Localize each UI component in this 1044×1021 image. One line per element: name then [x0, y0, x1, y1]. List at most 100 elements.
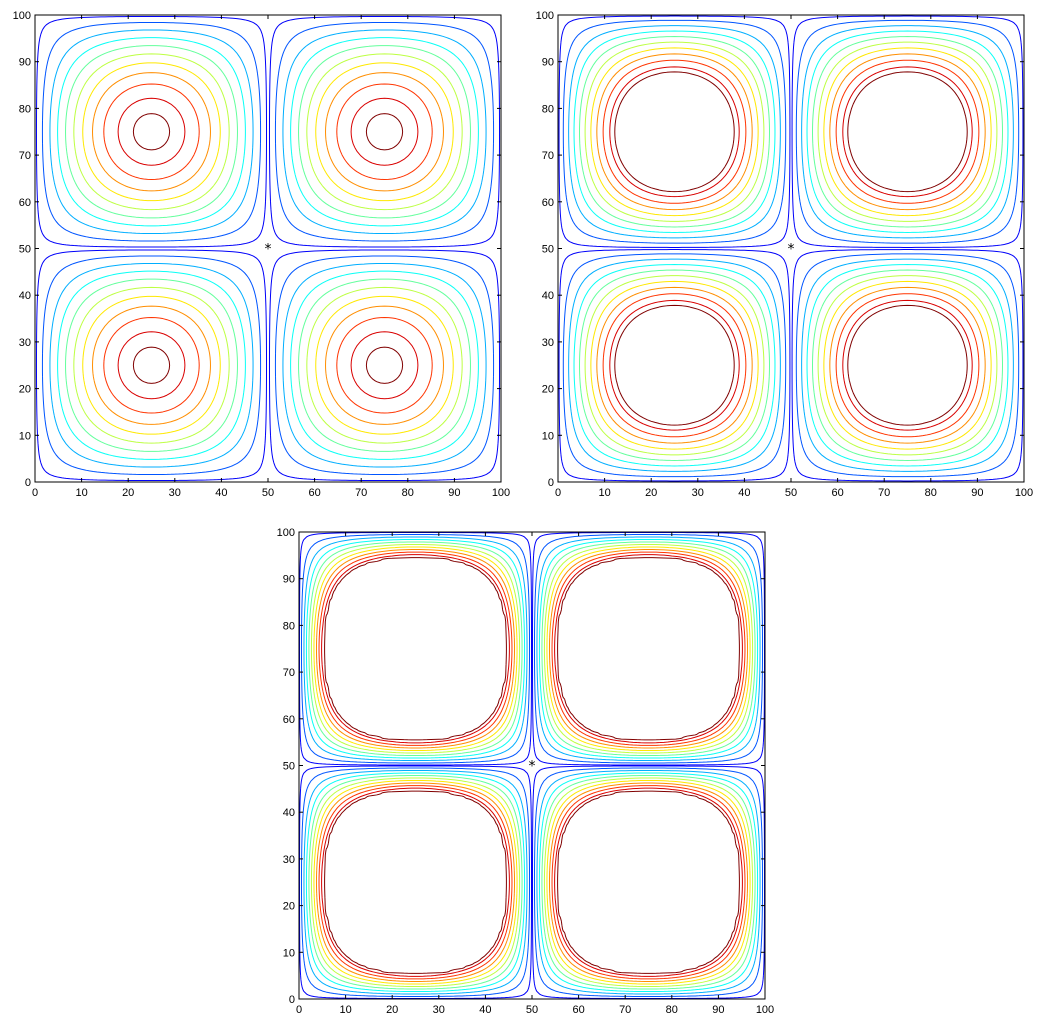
y-tick-label: 20 [542, 384, 554, 396]
center-marker: * [788, 242, 795, 258]
contour-level-9 [609, 66, 973, 431]
center-marker: * [265, 242, 272, 258]
x-tick-label: 30 [169, 487, 181, 499]
contour-level-3 [305, 538, 759, 993]
contour-lines [298, 532, 766, 999]
y-tick-label: 90 [19, 57, 31, 69]
plot-frame [34, 14, 502, 483]
x-tick-label: 20 [386, 1004, 398, 1016]
y-tick-label: 70 [542, 150, 554, 162]
y-tick-label: 10 [19, 430, 31, 442]
x-tick-label: 50 [785, 487, 797, 499]
x-tick-label: 40 [479, 1004, 491, 1016]
x-tick-label: 60 [572, 1004, 584, 1016]
contour-lines [558, 15, 1024, 482]
y-tick-label: 40 [19, 290, 31, 302]
contour-level-9 [117, 97, 419, 400]
contour-level-7 [315, 549, 749, 982]
contour-level-0 [35, 15, 501, 482]
x-tick-label: 70 [619, 1004, 631, 1016]
plot-frame [298, 531, 766, 1000]
y-tick-label: 30 [542, 337, 554, 349]
y-tick-label: 50 [19, 244, 31, 256]
contour-level-2 [568, 25, 1014, 472]
y-tick-label: 0 [548, 477, 554, 489]
contour-level-0 [298, 532, 766, 999]
y-tick-label: 60 [542, 197, 554, 209]
x-tick-label: 10 [339, 1004, 351, 1016]
contour-level-8 [318, 551, 746, 980]
contour-level-5 [584, 41, 998, 456]
contour-level-2 [303, 536, 761, 995]
contour-level-6 [313, 546, 751, 985]
x-tick-label: 50 [262, 487, 274, 499]
y-tick-label: 100 [536, 10, 554, 22]
y-tick-label: 20 [283, 901, 295, 913]
contour-plot-top-right: 0 10 20 30 40 50 60 70 80 90 100 0 10 20 30 40 50 60 70 80 9… [536, 10, 1034, 499]
x-tick-label: 10 [75, 487, 87, 499]
center-marker: * [529, 759, 536, 775]
y-tick-label: 100 [277, 527, 295, 539]
y-tick-label: 80 [283, 620, 295, 632]
contour-level-3 [573, 30, 1009, 467]
y-tick-label: 60 [283, 714, 295, 726]
contour-level-10 [324, 557, 740, 974]
contour-level-1 [562, 19, 1020, 478]
contour-plot-top-left: 0 10 20 30 40 50 60 70 80 90 100 0 10 20 30 40 50 60 70 80 9… [13, 10, 511, 499]
contour-level-10 [132, 113, 404, 384]
y-tick-label: 90 [283, 574, 295, 586]
contour-level-1 [41, 21, 495, 476]
y-tick-label: 100 [13, 10, 31, 22]
y-tick-label: 90 [542, 57, 554, 69]
y-tick-label: 40 [283, 807, 295, 819]
x-tick-label: 70 [355, 487, 367, 499]
y-tick-label: 60 [19, 197, 31, 209]
x-tick-label: 50 [526, 1004, 538, 1016]
x-tick-label: 90 [971, 487, 983, 499]
contour-level-7 [92, 72, 444, 425]
x-tick-label: 60 [308, 487, 320, 499]
y-tick-label: 30 [19, 337, 31, 349]
y-tick-label: 50 [542, 244, 554, 256]
x-tick-label: 90 [448, 487, 460, 499]
x-tick-label: 80 [666, 1004, 678, 1016]
x-tick-label: 100 [492, 487, 510, 499]
contour-level-5 [310, 543, 754, 988]
x-tick-label: 0 [555, 487, 561, 499]
y-tick-label: 10 [283, 947, 295, 959]
x-tick-label: 100 [756, 1004, 774, 1016]
contour-level-5 [73, 53, 463, 444]
contour-lines [35, 15, 501, 482]
x-tick-label: 30 [433, 1004, 445, 1016]
y-tick-label: 10 [542, 430, 554, 442]
x-tick-label: 0 [296, 1004, 302, 1016]
contour-level-9 [321, 554, 743, 977]
y-tick-label: 40 [542, 290, 554, 302]
contour-level-3 [57, 37, 479, 460]
contour-level-10 [614, 71, 968, 426]
y-tick-label: 0 [25, 477, 31, 489]
y-tick-label: 0 [289, 994, 295, 1006]
contour-level-1 [300, 533, 764, 998]
x-tick-label: 80 [925, 487, 937, 499]
y-tick-label: 70 [19, 150, 31, 162]
contour-level-7 [596, 53, 986, 444]
contour-level-4 [579, 36, 1003, 461]
contour-level-4 [65, 45, 471, 452]
contour-level-8 [602, 59, 980, 438]
plot-frame [557, 14, 1025, 483]
contour-level-2 [49, 29, 487, 468]
y-tick-label: 70 [283, 667, 295, 679]
contour-plot-bottom-center: 0 10 20 30 40 50 60 70 80 90 100 0 10 20 30 40 50 60 70 80 9… [277, 527, 775, 1016]
contour-level-4 [308, 541, 756, 990]
x-tick-label: 60 [831, 487, 843, 499]
x-tick-label: 20 [645, 487, 657, 499]
y-tick-label: 30 [283, 854, 295, 866]
contour-level-0 [558, 15, 1024, 482]
y-tick-label: 50 [283, 761, 295, 773]
y-tick-label: 80 [542, 103, 554, 115]
x-tick-label: 100 [1015, 487, 1033, 499]
x-tick-label: 40 [738, 487, 750, 499]
y-tick-label: 80 [19, 103, 31, 115]
